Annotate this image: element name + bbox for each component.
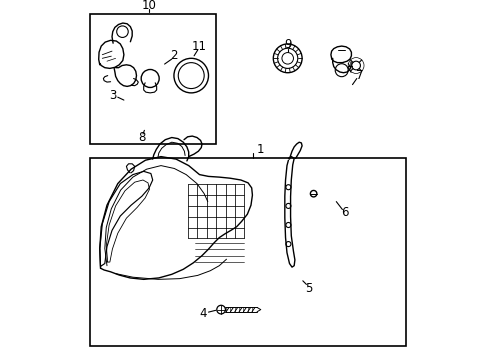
Text: 4: 4	[199, 307, 206, 320]
Text: 8: 8	[138, 131, 145, 144]
Bar	[89, 14, 215, 144]
Text: 6: 6	[341, 206, 348, 219]
Text: 2: 2	[170, 49, 178, 62]
Text: 10: 10	[142, 0, 156, 12]
Text: 1: 1	[256, 143, 264, 156]
Bar	[89, 158, 406, 346]
Text: 3: 3	[109, 89, 117, 102]
Text: 5: 5	[305, 282, 312, 294]
Text: 9: 9	[284, 39, 291, 51]
Text: 11: 11	[192, 40, 206, 53]
Text: 7: 7	[355, 69, 363, 82]
